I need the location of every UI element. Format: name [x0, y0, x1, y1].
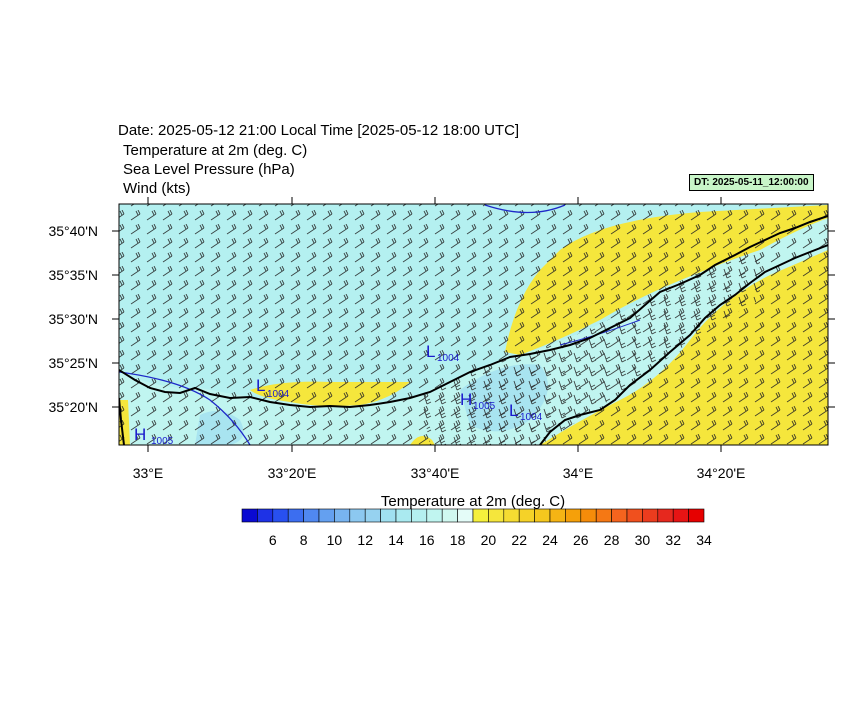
colorbar-cell	[426, 508, 443, 523]
colorbar-cell	[349, 508, 366, 523]
svg-text:1005: 1005	[151, 436, 174, 447]
colorbar-cell	[580, 508, 597, 523]
lat-label-2: 35°35'N	[48, 267, 98, 283]
svg-text:L: L	[509, 401, 518, 420]
svg-text:L: L	[426, 342, 435, 361]
pressure-center-4: L 1004	[509, 401, 543, 423]
init-time-badge: DT: 2025-05-11_12:00:00	[689, 174, 814, 191]
colorbar-cell	[611, 508, 628, 523]
svg-text:1004: 1004	[267, 389, 290, 400]
lon-label-5: 34°20'E	[697, 465, 746, 481]
svg-text:L: L	[256, 376, 265, 395]
colorbar-cell	[488, 508, 505, 523]
colorbar-cell	[303, 508, 320, 523]
longitude-axis: 33°E 33°20'E 33°40'E 34°E 34°20'E	[133, 197, 746, 481]
pressure-center-5: H 1005	[134, 425, 174, 447]
colorbar-cell	[518, 508, 535, 523]
svg-text:1004: 1004	[520, 412, 543, 423]
coastline-south	[539, 244, 828, 445]
colorbar-label: 8	[300, 532, 308, 548]
colorbar-label: 28	[604, 532, 620, 548]
map-frame	[118, 203, 829, 446]
pressure-center-3: H 1005	[460, 390, 496, 412]
colorbar-cell	[565, 508, 582, 523]
lat-label-5: 35°20'N	[48, 399, 98, 415]
field-label-pressure: Sea Level Pressure (hPa)	[123, 161, 295, 178]
colorbar-cell	[657, 508, 674, 523]
lat-label-1: 35°40'N	[48, 223, 98, 239]
colorbar-labels: 6 8 10 12 14 16 18 20 22 24 26 28 30 32 34	[269, 532, 712, 548]
colorbar-cell	[257, 508, 274, 523]
lat-label-3: 35°30'N	[48, 311, 98, 327]
colorbar-cell	[595, 508, 612, 523]
colorbar-cell	[534, 508, 551, 523]
svg-text:1004: 1004	[437, 353, 460, 364]
colorbar-cell	[549, 508, 566, 523]
colorbar-label: 26	[573, 532, 589, 548]
colorbar-title: Temperature at 2m (deg. C)	[381, 493, 565, 510]
lon-label-1: 33°E	[133, 465, 164, 481]
lon-label-3: 33°40'E	[411, 465, 460, 481]
pressure-center-1: L 1004	[256, 376, 290, 400]
colorbar-cell	[503, 508, 520, 523]
colorbar-cell	[395, 508, 412, 523]
wind-barbs-land	[420, 250, 760, 445]
colorbar-label: 18	[450, 532, 466, 548]
colorbar-cell	[457, 508, 474, 523]
colorbar-cell	[272, 508, 289, 523]
coastline-north	[119, 215, 828, 409]
coastline-west-edge	[119, 397, 125, 445]
date-title: Date: 2025-05-12 21:00 Local Time [2025-…	[118, 122, 520, 139]
colorbar-label: 14	[388, 532, 404, 548]
colorbar-cell	[334, 508, 351, 523]
colorbar-cell	[472, 508, 489, 523]
svg-text:H: H	[460, 390, 472, 409]
field-label-temperature: Temperature at 2m (deg. C)	[123, 142, 308, 159]
colorbar-cell	[364, 508, 381, 523]
colorbar-label: 10	[327, 532, 343, 548]
colorbar-label: 24	[542, 532, 558, 548]
colorbar-cell	[318, 508, 335, 523]
lon-label-2: 33°20'E	[268, 465, 317, 481]
colorbar-cell	[688, 508, 705, 523]
colorbar-label: 12	[357, 532, 373, 548]
isobar-west	[119, 371, 251, 445]
latitude-axis: 35°40'N 35°35'N 35°30'N 35°25'N 35°20'N	[48, 223, 835, 415]
colorbar-label: 20	[481, 532, 497, 548]
svg-text:H: H	[134, 425, 146, 444]
map-plot-area: L 1004 L 1004 H 1005 L 1004 H 1005	[119, 204, 828, 447]
svg-text:1005: 1005	[473, 401, 496, 412]
colorbar-label: 34	[696, 532, 712, 548]
colorbar-cell	[672, 508, 689, 523]
lon-label-4: 34°E	[563, 465, 594, 481]
colorbar-cell	[241, 508, 258, 523]
lat-label-4: 35°25'N	[48, 355, 98, 371]
colorbar	[241, 508, 705, 523]
pressure-center-2: L 1004	[426, 342, 460, 364]
colorbar-cell	[642, 508, 659, 523]
colorbar-cell	[411, 508, 428, 523]
colorbar-cell	[626, 508, 643, 523]
colorbar-cell	[441, 508, 458, 523]
colorbar-cell	[287, 508, 304, 523]
colorbar-label: 16	[419, 532, 435, 548]
isobar-north	[484, 204, 566, 214]
colorbar-label: 22	[511, 532, 527, 548]
colorbar-label: 6	[269, 532, 277, 548]
colorbar-cell	[380, 508, 397, 523]
colorbar-label: 30	[635, 532, 651, 548]
field-label-wind: Wind (kts)	[123, 180, 191, 197]
colorbar-label: 32	[665, 532, 681, 548]
